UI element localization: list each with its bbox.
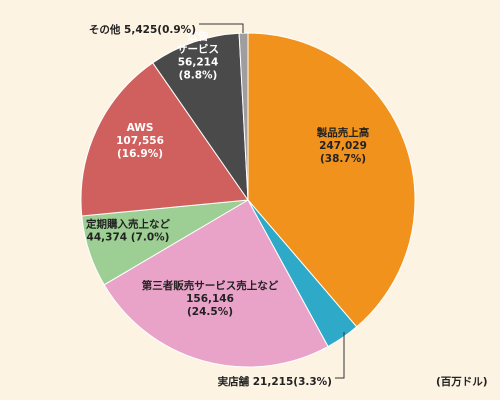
pie-slice-6 bbox=[238, 32, 249, 201]
leader-line-6 bbox=[199, 23, 244, 33]
slice-label-5: 広告サービス 56,214 (8.8%) bbox=[177, 30, 219, 82]
slice-label-6: その他 5,425(0.9%) bbox=[89, 23, 196, 36]
unit-note: (百万ドル) bbox=[436, 376, 488, 388]
pie-slice-5 bbox=[152, 32, 249, 202]
pie-slice-0 bbox=[247, 32, 416, 328]
slice-label-3: 定期購入売上など 44,374 (7.0%) bbox=[85, 218, 170, 244]
slice-label-0: 製品売上高 247,029 (38.7%) bbox=[316, 126, 370, 165]
slice-label-2: 第三者販売サービス売上など 156,146 (24.5%) bbox=[142, 279, 279, 318]
leader-line-1 bbox=[335, 332, 345, 379]
pie-slice-4 bbox=[80, 62, 249, 217]
slice-label-1: 実店舗 21,215(3.3%) bbox=[218, 375, 332, 388]
slice-label-4: AWS 107,556 (16.9%) bbox=[116, 122, 164, 160]
pie-slice-2 bbox=[103, 199, 329, 368]
